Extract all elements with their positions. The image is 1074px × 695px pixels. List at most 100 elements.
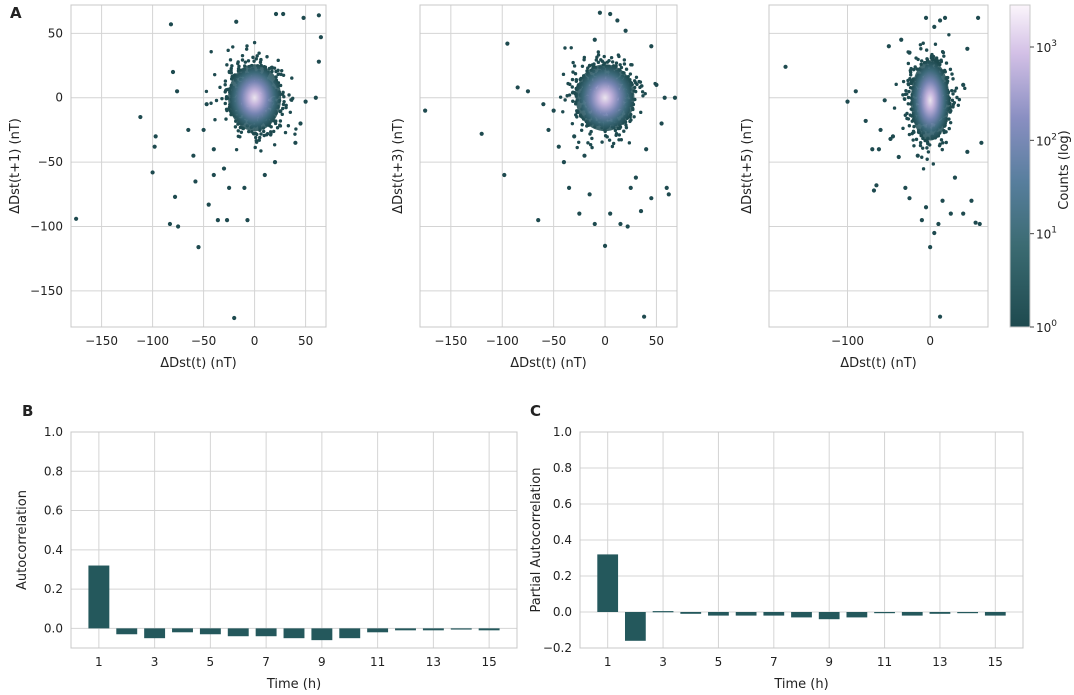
- scatter-point: [619, 138, 624, 142]
- y-axis-label: ΔDst(t+1) (nT): [8, 118, 23, 214]
- bar-lag-7: [255, 628, 277, 637]
- scatter-point: [258, 135, 262, 140]
- scatter-point: [294, 127, 298, 131]
- scatter-point: [945, 75, 950, 80]
- scatter-point: [586, 141, 590, 145]
- scatter-point: [638, 80, 643, 84]
- y-tick-label: 0.2: [553, 569, 572, 583]
- scatter-point: [603, 61, 607, 65]
- scatter-point: [911, 67, 916, 72]
- scatter-point: [920, 155, 924, 159]
- x-tick-label: 50: [649, 334, 664, 348]
- scatter-point: [243, 60, 248, 64]
- scatter-point: [931, 162, 936, 166]
- scatter-point: [278, 83, 283, 88]
- scatter-point: [614, 133, 618, 138]
- bar-lag-4: [172, 628, 193, 633]
- scatter-point: [244, 47, 249, 51]
- scatter-outlier: [273, 11, 279, 17]
- scatter-point: [254, 57, 259, 61]
- bar-lag-11: [874, 612, 895, 614]
- scatter-outlier: [597, 10, 603, 15]
- scatter-outlier: [783, 64, 788, 69]
- scatter-outlier: [318, 35, 323, 40]
- scatter-outlier: [138, 114, 143, 120]
- scatter-point: [281, 90, 285, 95]
- scatter-point: [582, 58, 586, 62]
- plot-frame: [419, 4, 678, 328]
- scatter-outlier: [628, 185, 633, 190]
- scatter-point: [617, 133, 622, 137]
- scatter-outlier: [937, 18, 943, 23]
- scatter-point: [954, 86, 959, 90]
- scatter-point: [947, 33, 951, 37]
- scatter-point: [628, 72, 633, 76]
- scatter-point: [905, 92, 909, 96]
- scatter-point: [956, 103, 961, 107]
- scatter-point: [287, 93, 291, 97]
- scatter-point: [600, 59, 605, 63]
- scatter-point: [225, 63, 229, 67]
- scatter-point: [563, 98, 567, 102]
- scatter-outlier: [608, 11, 613, 17]
- scatter-point: [957, 97, 962, 102]
- scatter-outlier: [654, 82, 659, 87]
- scatter-outlier: [907, 50, 912, 55]
- tick-exponent: 0: [1051, 319, 1057, 329]
- x-axis-label: ΔDst(t) (nT): [160, 356, 236, 371]
- x-tick-label: 13: [932, 655, 947, 669]
- scatter-point: [909, 81, 914, 86]
- bar-lag-7: [763, 612, 785, 616]
- scatter-point: [906, 117, 911, 121]
- scatter-outlier: [153, 134, 158, 139]
- scatter-outlier: [561, 160, 567, 165]
- scatter-point: [261, 129, 266, 134]
- colorbar-tick-label: 102: [1036, 132, 1057, 148]
- scatter-point: [913, 65, 917, 69]
- y-tick-label: 1.0: [44, 425, 63, 439]
- scatter-point: [264, 133, 269, 137]
- x-tick-label: 1: [95, 655, 103, 669]
- x-tick-label: 13: [426, 655, 441, 669]
- x-tick-label: −100: [486, 334, 519, 348]
- scatter-point: [212, 72, 217, 77]
- scatter-point: [906, 102, 910, 106]
- colorbar-tick-label: 100: [1036, 319, 1057, 335]
- scatter-point: [569, 46, 573, 50]
- scatter-outlier: [298, 121, 303, 126]
- scatter-outlier: [525, 89, 531, 94]
- bar-lag-6: [227, 628, 249, 637]
- scatter-outlier: [316, 59, 321, 64]
- x-tick-label: 7: [262, 655, 270, 669]
- scatter-point: [911, 138, 915, 142]
- x-tick-label: 11: [370, 655, 385, 669]
- scatter-point: [948, 120, 953, 125]
- scatter-point: [610, 60, 615, 64]
- y-tick-label: 0.2: [44, 582, 63, 596]
- scatter-point: [281, 102, 286, 107]
- tick-base: 10: [1036, 228, 1051, 242]
- scatter-point: [259, 149, 263, 153]
- scatter-outlier: [502, 172, 507, 178]
- scatter-point: [590, 63, 595, 67]
- scatter-point: [575, 145, 579, 150]
- scatter-outlier: [272, 160, 278, 165]
- scatter-point: [904, 88, 908, 93]
- scatter-outlier: [625, 224, 630, 229]
- bar-lag-3: [652, 611, 674, 613]
- scatter-point: [938, 142, 942, 146]
- scatter-point: [596, 53, 601, 57]
- scatter-point: [259, 132, 263, 136]
- x-tick-label: 0: [601, 334, 609, 348]
- scatter-outlier: [923, 205, 929, 210]
- scatter-plot-t5: −100 0 ΔDst(t) (nT) ΔDst(t+5) (nT): [740, 4, 989, 371]
- scatter-plot-t3: −150 −100 −50 0 50 ΔDst(t) (nT) ΔDst(t+3) (nT): [391, 4, 678, 371]
- bar-lag-8: [791, 612, 812, 618]
- scatter-point: [928, 143, 932, 147]
- scatter-outlier: [215, 217, 220, 223]
- scatter-outlier: [936, 221, 941, 227]
- scatter-point: [224, 117, 228, 121]
- x-tick-label: 3: [659, 655, 667, 669]
